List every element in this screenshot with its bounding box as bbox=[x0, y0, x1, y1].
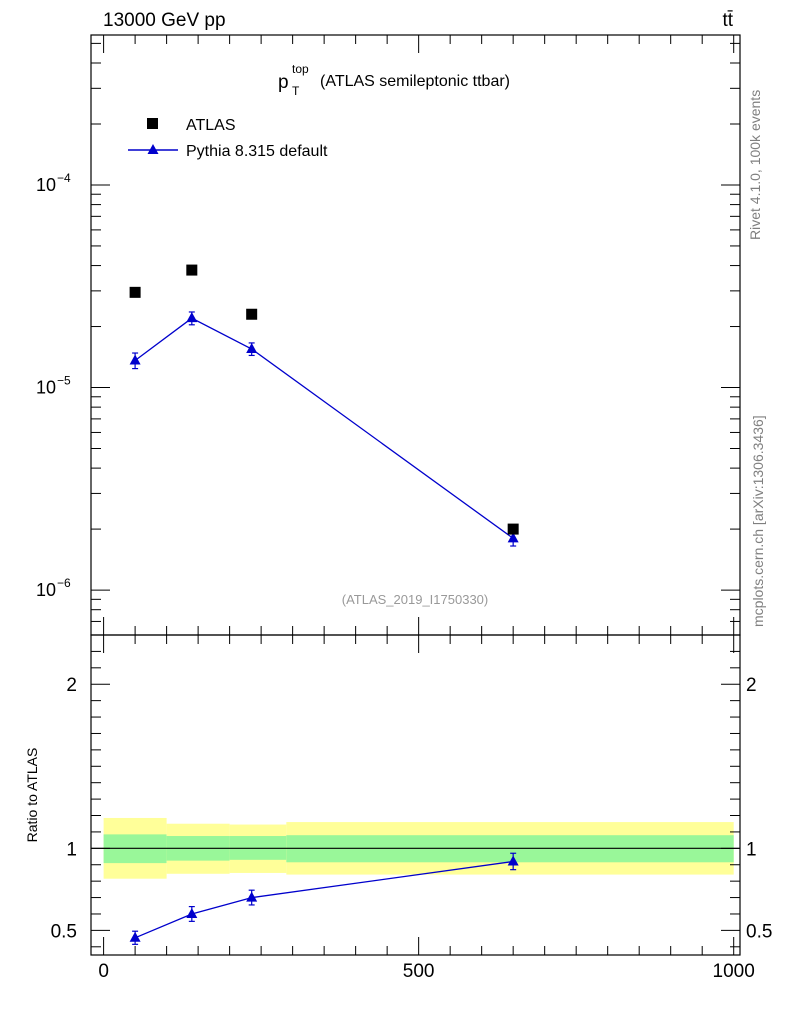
ratio-x-tick-label: 1000 bbox=[713, 961, 755, 982]
atlas-point bbox=[246, 308, 258, 320]
ratio-y-tick-label: 2 bbox=[66, 675, 77, 696]
plot-title-symbol: p bbox=[278, 72, 289, 93]
legend: ATLAS Pythia 8.315 default bbox=[128, 117, 328, 160]
main-y-tick-label: 10 bbox=[36, 580, 56, 600]
ratio-uncertainty-bands bbox=[91, 817, 740, 879]
ratio-y-tick-label: 0.5 bbox=[51, 921, 77, 942]
atlas-point bbox=[507, 523, 519, 535]
legend-pythia-label: Pythia 8.315 default bbox=[186, 143, 328, 160]
ratio-plot-frame bbox=[90, 634, 741, 956]
main-y-tick-exponent: −4 bbox=[57, 171, 71, 185]
plot-title-superscript: top bbox=[292, 62, 309, 76]
pythia-point bbox=[129, 354, 141, 365]
legend-atlas-label: ATLAS bbox=[186, 117, 236, 134]
ratio-axis-ticks: 0.5 0.5 1 1 2 2 0 500 1000 bbox=[51, 635, 772, 982]
ratio-pythia-point bbox=[246, 891, 258, 902]
main-y-tick-exponent: −5 bbox=[57, 374, 71, 388]
legend-pythia-marker bbox=[147, 144, 159, 154]
main-y-tick-exponent: −6 bbox=[57, 576, 71, 590]
pythia-point bbox=[186, 312, 198, 323]
main-y-tick-label: 10 bbox=[36, 175, 56, 195]
source-label: mcplots.cern.ch [arXiv:1306.3436] bbox=[750, 415, 766, 627]
pythia-point bbox=[246, 342, 258, 353]
pythia-series-line bbox=[134, 317, 514, 539]
ratio-y-axis-label: Ratio to ATLAS bbox=[24, 748, 40, 843]
plot-title-subscript: T bbox=[292, 84, 300, 98]
main-axis-ticks: 10−610−510−4 bbox=[36, 35, 740, 636]
rivet-version-label: Rivet 4.1.0, 100k events bbox=[747, 90, 763, 240]
ratio-pythia-point bbox=[129, 931, 141, 942]
ratio-data-layer bbox=[129, 852, 519, 945]
main-y-tick-label: 10 bbox=[36, 378, 56, 398]
legend-atlas-marker bbox=[147, 118, 158, 129]
ratio-pythia-point bbox=[507, 855, 519, 866]
process-label: tt̄ bbox=[722, 10, 733, 31]
ratio-y-tick-label-right: 2 bbox=[746, 675, 757, 696]
ratio-y-tick-label-right: 1 bbox=[746, 839, 757, 860]
ratio-pythia-line bbox=[134, 860, 514, 939]
ratio-y-tick-label: 1 bbox=[66, 839, 77, 860]
plot-title-text: (ATLAS semileptonic ttbar) bbox=[320, 73, 510, 90]
main-plot-panel: 10−610−510−4 p top T (ATLAS semileptonic… bbox=[36, 34, 741, 636]
atlas-point bbox=[129, 286, 141, 298]
ratio-plot-panel: 0.5 0.5 1 1 2 2 0 500 1000 Ratio to ATLAS bbox=[24, 634, 772, 982]
ratio-x-tick-label: 500 bbox=[403, 961, 435, 982]
ratio-pythia-point bbox=[186, 907, 198, 918]
ratio-x-tick-label: 0 bbox=[98, 961, 109, 982]
analysis-watermark: (ATLAS_2019_I1750330) bbox=[342, 592, 488, 607]
pythia-point bbox=[507, 532, 519, 543]
ratio-y-tick-label-right: 0.5 bbox=[746, 921, 772, 942]
atlas-point bbox=[186, 264, 198, 276]
main-data-layer bbox=[129, 264, 519, 547]
energy-label: 13000 GeV pp bbox=[103, 10, 226, 31]
